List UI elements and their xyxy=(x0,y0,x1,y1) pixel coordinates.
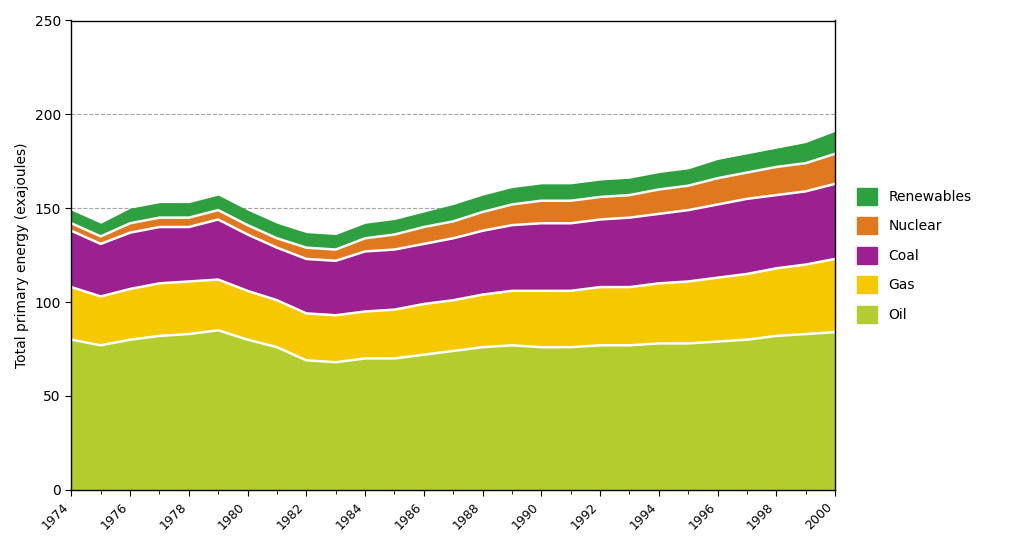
Legend: Renewables, Nuclear, Coal, Gas, Oil: Renewables, Nuclear, Coal, Gas, Oil xyxy=(850,181,978,329)
Y-axis label: Total primary energy (exajoules): Total primary energy (exajoules) xyxy=(15,142,29,368)
